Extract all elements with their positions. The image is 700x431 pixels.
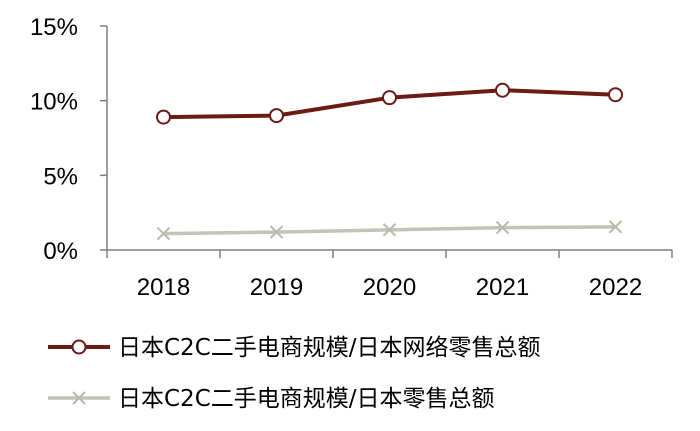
legend-swatch-marker [71,339,87,355]
x-tick-label: 2022 [589,274,642,301]
data-point [608,87,623,103]
data-point [608,220,623,234]
y-tick-label: 0% [43,238,78,265]
data-point [382,223,397,237]
y-tick-label: 15% [30,14,78,41]
series-2 [156,220,623,241]
data-point [269,225,284,239]
legend-swatch-marker-stroke [72,391,86,405]
axes: 0% 5% 10% 15% 2018 2019 2020 2021 2022 [30,14,673,301]
y-tick-label: 5% [43,163,78,190]
data-point [156,109,171,125]
data-point-stroke [495,220,510,235]
series-layer [156,82,623,241]
data-point-stroke [269,225,284,239]
data-point-stroke [382,223,397,237]
legend-label: 日本C2C二手电商规模/日本零售总额 [118,386,495,412]
data-point-stroke [608,220,623,234]
data-point [269,108,284,124]
y-tick-label: 10% [30,89,78,116]
x-tick-label: 2020 [363,274,416,301]
series-1 [156,82,623,125]
data-point [382,90,397,106]
legend-item: 日本C2C二手电商规模/日本零售总额 [48,386,495,412]
data-point [156,226,171,241]
x-tick-label: 2019 [250,274,303,301]
data-point [495,82,510,98]
legend-item: 日本C2C二手电商规模/日本网络零售总额 [48,335,541,361]
legend-label: 日本C2C二手电商规模/日本网络零售总额 [118,335,541,361]
x-tick-label: 2018 [137,274,190,301]
data-point [495,220,510,235]
legend-swatch-marker [72,391,86,405]
data-point-stroke [156,226,171,241]
x-tick-label: 2021 [476,274,529,301]
